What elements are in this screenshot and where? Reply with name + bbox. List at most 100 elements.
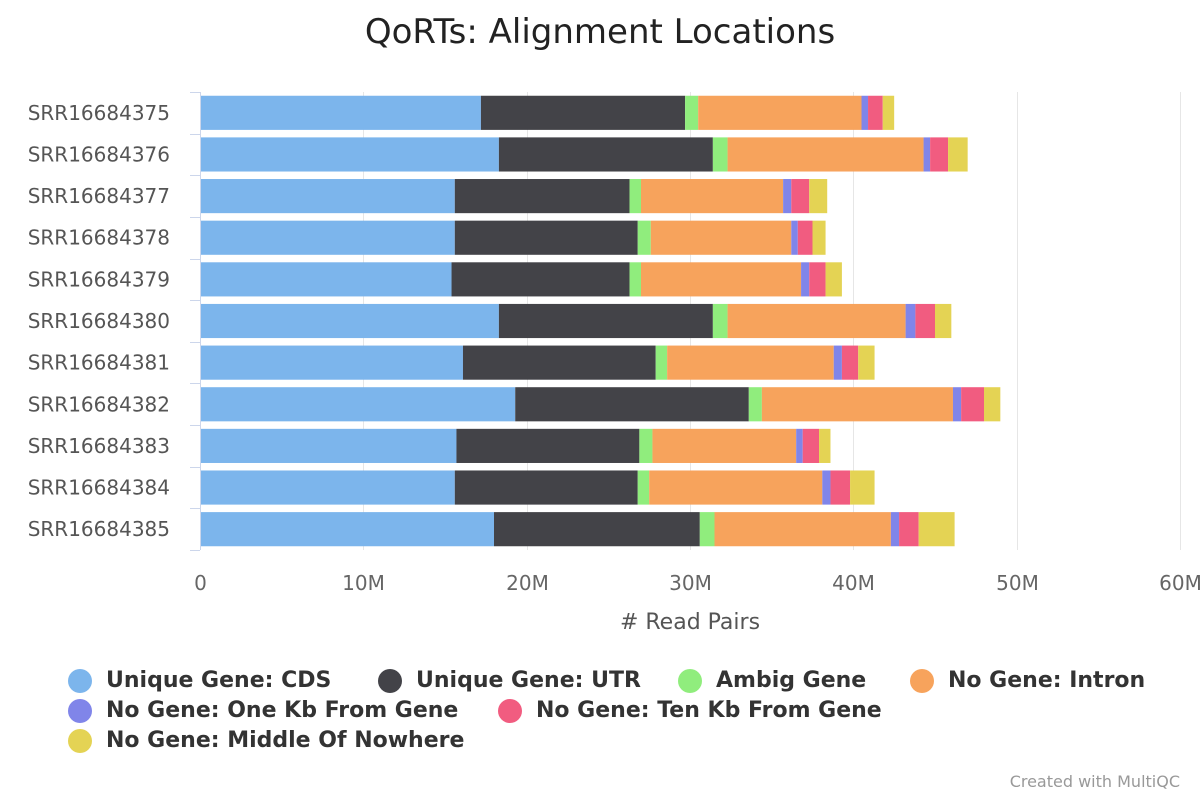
bar-segment[interactable] — [498, 303, 713, 339]
bar-segment[interactable] — [791, 179, 810, 214]
legend-item[interactable]: No Gene: One Kb From Gene — [68, 698, 458, 723]
bar-segment[interactable] — [952, 387, 962, 422]
bar-segment[interactable] — [451, 262, 630, 297]
bar-segment[interactable] — [200, 95, 481, 130]
bar-segment[interactable] — [629, 179, 641, 214]
bar-segment[interactable] — [809, 179, 828, 214]
y-tick-label: SRR16684385 — [28, 517, 170, 541]
bar-segment[interactable] — [641, 262, 802, 297]
bar-segment[interactable] — [822, 470, 831, 505]
bar-segment[interactable] — [791, 220, 798, 255]
bar-segment[interactable] — [200, 262, 452, 297]
y-tick-label: SRR16684378 — [28, 226, 170, 250]
bar-segment[interactable] — [637, 470, 650, 505]
bar-segment[interactable] — [652, 428, 797, 463]
bar-segment[interactable] — [515, 387, 749, 422]
bar-segment[interactable] — [200, 470, 455, 505]
bar-segment[interactable] — [200, 345, 463, 380]
bar-segment[interactable] — [935, 303, 952, 339]
bar-segment[interactable] — [456, 428, 640, 463]
legend-item[interactable]: No Gene: Intron — [910, 668, 1145, 693]
legend-item[interactable]: Unique Gene: CDS — [68, 668, 331, 693]
bar-segment[interactable] — [797, 220, 813, 255]
bar-segment[interactable] — [809, 262, 826, 297]
bar-segment[interactable] — [918, 512, 955, 547]
chart-title: QoRTs: Alignment Locations — [364, 12, 836, 52]
bar-segment[interactable] — [948, 137, 968, 172]
bar-segment[interactable] — [494, 512, 700, 547]
legend-item[interactable]: No Gene: Middle Of Nowhere — [68, 728, 464, 753]
bar-segment[interactable] — [200, 220, 455, 255]
bar-segment[interactable] — [629, 262, 641, 297]
bar-segment[interactable] — [858, 345, 875, 380]
bar-segment[interactable] — [480, 95, 686, 130]
bar-segment[interactable] — [899, 512, 919, 547]
bar-segment[interactable] — [930, 137, 949, 172]
y-tick-label: SRR16684383 — [28, 434, 170, 458]
y-tick-label: SRR16684381 — [28, 351, 170, 375]
bar-segment[interactable] — [641, 179, 784, 214]
legend-item[interactable]: No Gene: Ten Kb From Gene — [498, 698, 882, 723]
legend-label: Unique Gene: UTR — [416, 668, 641, 693]
legend-item[interactable]: Unique Gene: UTR — [378, 668, 641, 693]
bar-segment[interactable] — [655, 345, 668, 380]
bar-segment[interactable] — [961, 387, 984, 422]
bar-segment[interactable] — [639, 428, 653, 463]
bar-segment[interactable] — [890, 512, 900, 547]
bar-segment[interactable] — [727, 303, 906, 339]
legend-marker-icon — [68, 698, 92, 723]
bar-segment[interactable] — [200, 512, 494, 547]
bar-segment[interactable] — [712, 303, 728, 339]
bar-segment[interactable] — [714, 512, 891, 547]
bar-segment[interactable] — [841, 345, 859, 380]
bar-segment[interactable] — [454, 220, 638, 255]
y-tick-label: SRR16684380 — [28, 309, 170, 333]
bar-segment[interactable] — [650, 220, 792, 255]
bar-segment[interactable] — [812, 220, 826, 255]
legend-marker-icon — [68, 728, 92, 753]
bar-segment[interactable] — [833, 345, 842, 380]
bar-segment[interactable] — [748, 387, 762, 422]
bar-segment[interactable] — [830, 470, 851, 505]
bar-segment[interactable] — [905, 303, 916, 339]
bar-segment[interactable] — [698, 95, 862, 130]
legend-marker-icon — [910, 668, 934, 693]
bar-segment[interactable] — [699, 512, 715, 547]
bar-segment[interactable] — [796, 428, 803, 463]
x-tick-label: 40M — [832, 571, 875, 595]
bar-segment[interactable] — [637, 220, 651, 255]
bar-segment[interactable] — [649, 470, 823, 505]
bar-segment[interactable] — [882, 95, 895, 130]
bar-segment[interactable] — [727, 137, 924, 172]
x-tick-label: 20M — [506, 571, 549, 595]
bar-segment[interactable] — [801, 262, 810, 297]
bar-segment[interactable] — [861, 95, 869, 130]
bar-segment[interactable] — [454, 470, 638, 505]
bar-segment[interactable] — [712, 137, 728, 172]
bar-segment[interactable] — [200, 387, 516, 422]
y-tick-label: SRR16684382 — [28, 392, 170, 416]
bar-segment[interactable] — [454, 179, 630, 214]
legend-marker-icon — [378, 668, 402, 693]
bar-segment[interactable] — [915, 303, 935, 339]
bar-segment[interactable] — [825, 262, 842, 297]
bar-segment[interactable] — [498, 137, 713, 172]
bar-segment[interactable] — [761, 387, 953, 422]
bar-segment[interactable] — [200, 303, 499, 339]
bar-segment[interactable] — [462, 345, 656, 380]
bar-segment[interactable] — [200, 179, 455, 214]
bar-segment[interactable] — [667, 345, 834, 380]
legend-item[interactable]: Ambig Gene — [678, 668, 866, 693]
bar-segment[interactable] — [200, 428, 457, 463]
legend-label: Ambig Gene — [716, 668, 867, 693]
bar-segment[interactable] — [850, 470, 875, 505]
bar-segment[interactable] — [802, 428, 820, 463]
bar-segment[interactable] — [685, 95, 699, 130]
bar-segment[interactable] — [923, 137, 931, 172]
bar-segment[interactable] — [783, 179, 792, 214]
bar-segment[interactable] — [984, 387, 1001, 422]
bar-segment[interactable] — [200, 137, 499, 172]
bar-segment[interactable] — [868, 95, 883, 130]
y-tick-label: SRR16684384 — [28, 476, 170, 500]
bar-segment[interactable] — [819, 428, 831, 463]
